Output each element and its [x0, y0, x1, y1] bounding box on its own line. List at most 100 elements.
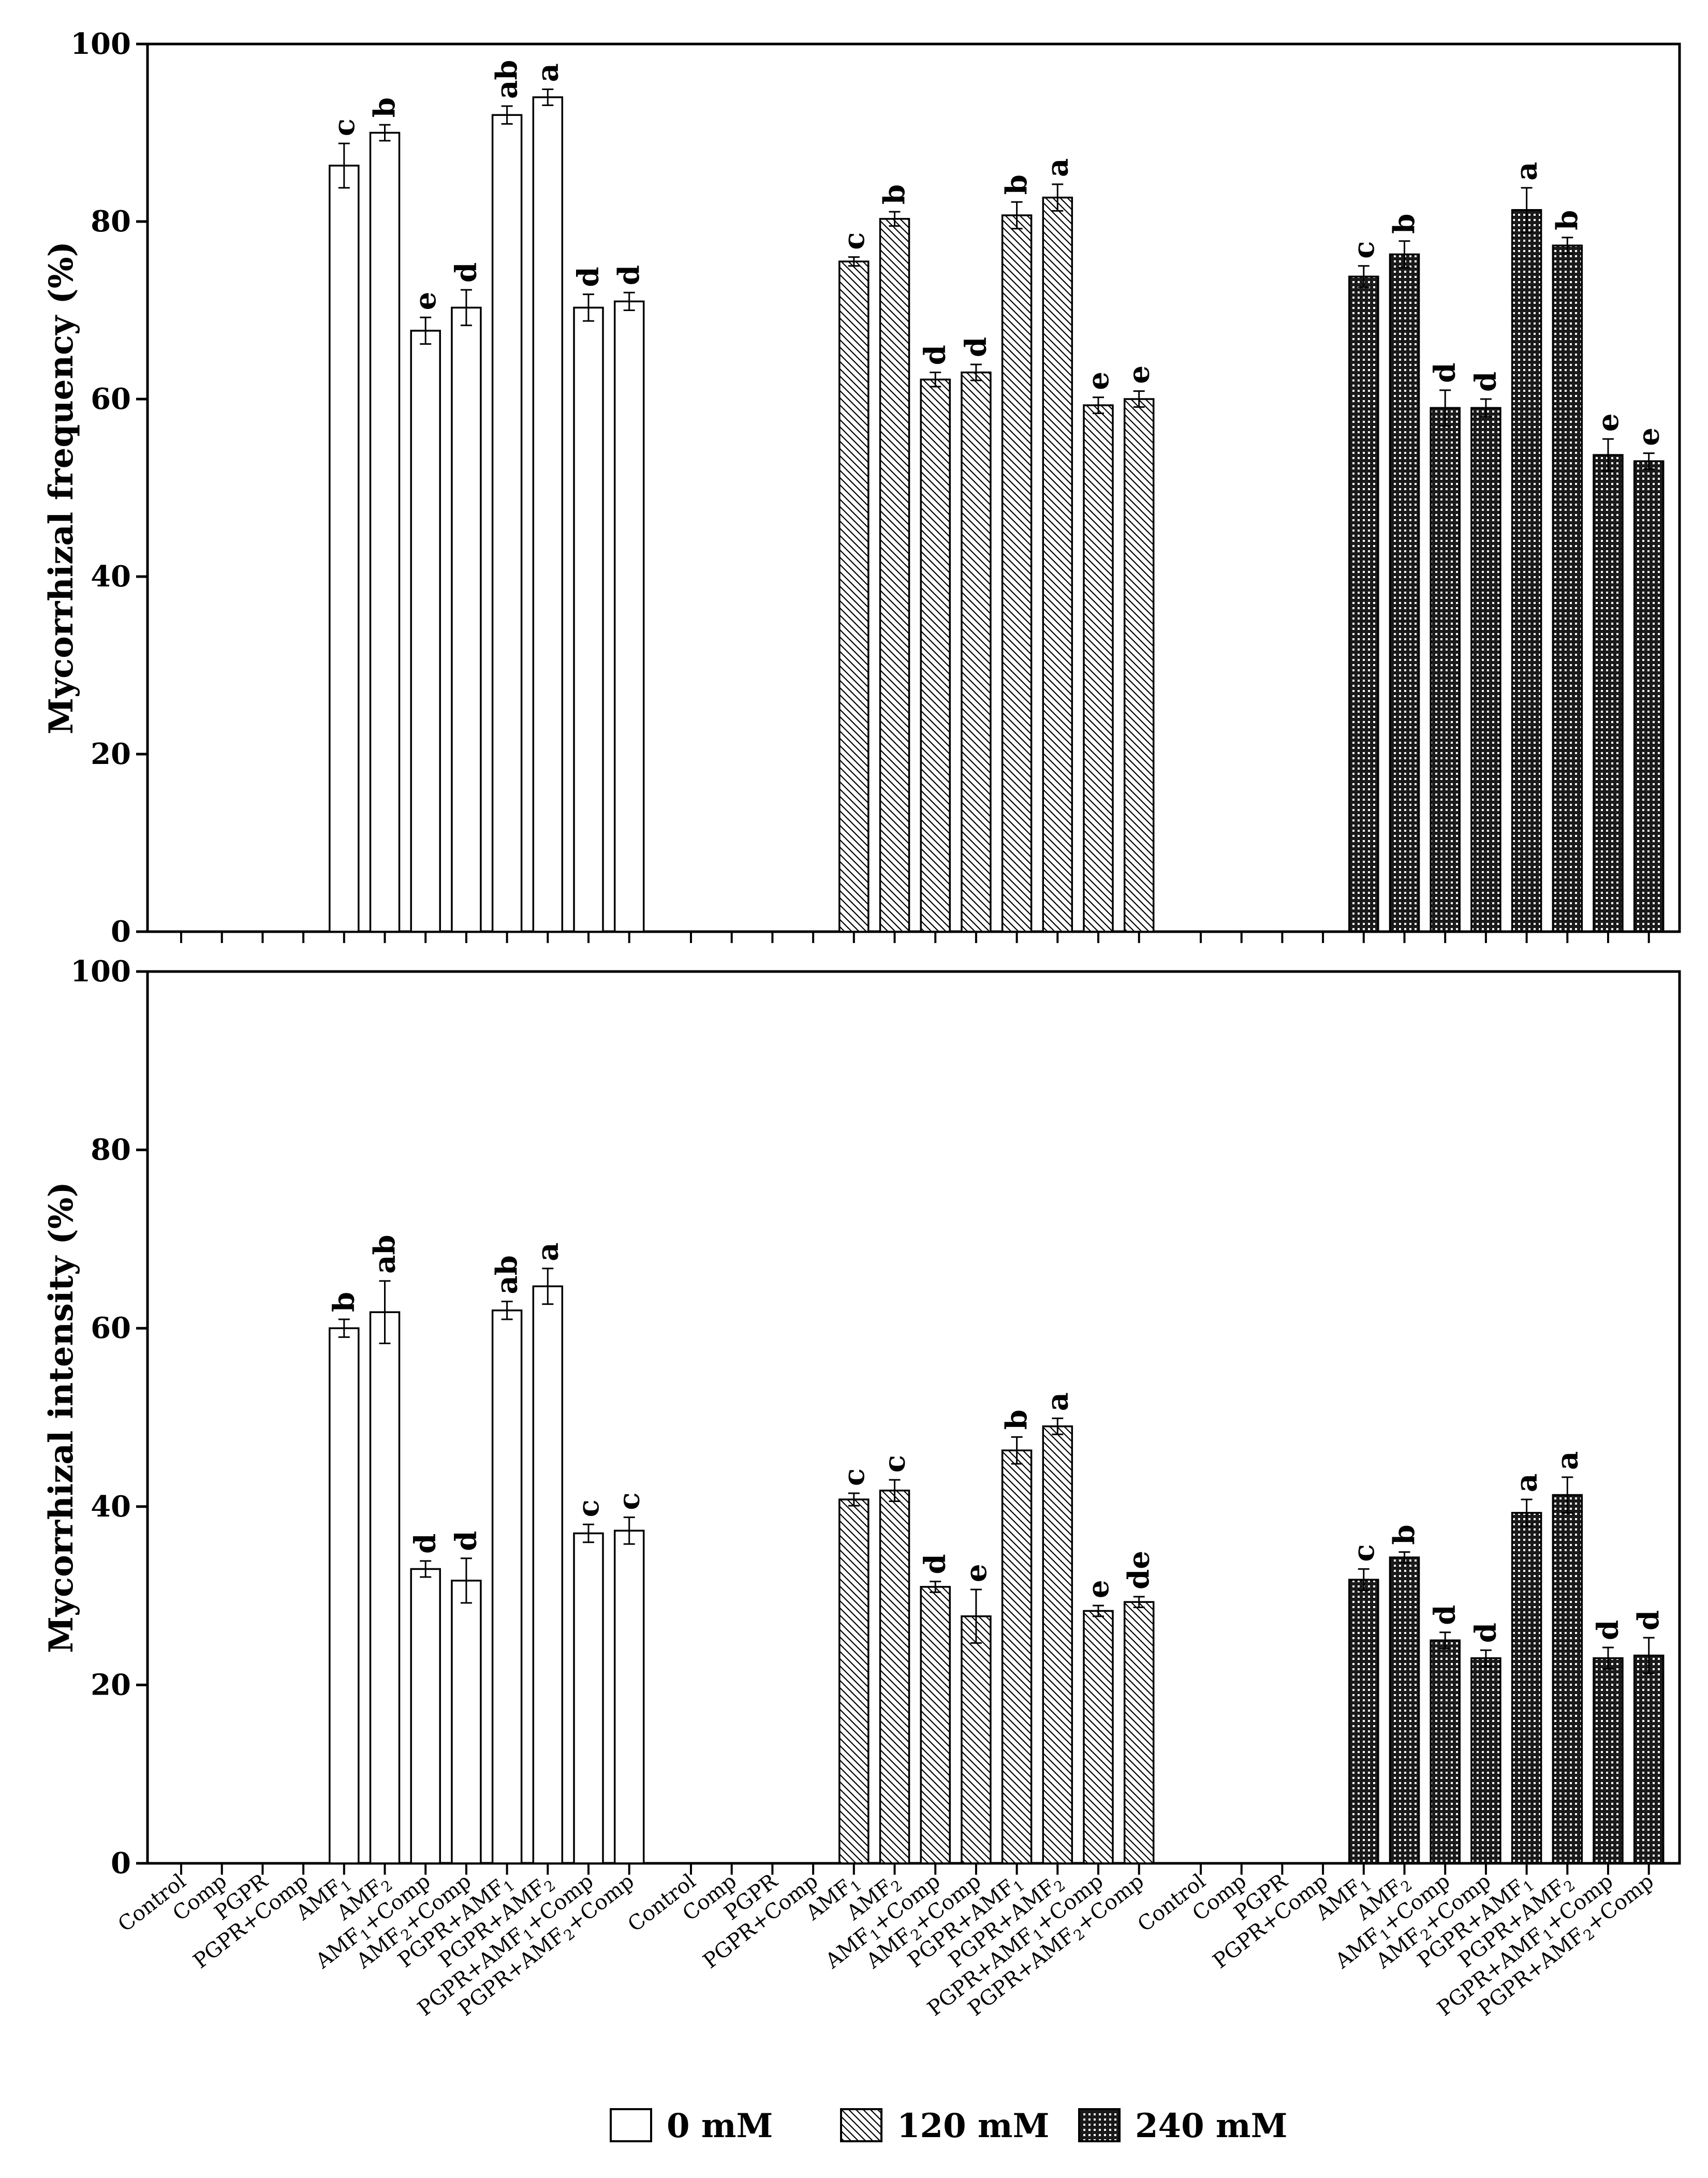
bar-frequency-open-9 — [532, 96, 564, 933]
bar-intensity-hatch-7 — [961, 1615, 992, 1864]
bar-intensity-hatch-6 — [920, 1586, 951, 1864]
significance-letter: d — [1428, 363, 1462, 383]
significance-letter: c — [837, 232, 871, 249]
significance-letter: c — [571, 1499, 606, 1517]
y-tick-label-frequency-80: 80 — [91, 204, 131, 239]
bar-frequency-grid-10 — [1593, 454, 1624, 933]
bar-intensity-open-6 — [410, 1568, 441, 1864]
plot-frame-frequency — [146, 42, 1681, 933]
significance-letter: b — [1388, 1525, 1422, 1545]
significance-letter: e — [1122, 365, 1156, 384]
legend-label-grid: 240 mM — [1135, 2107, 1287, 2145]
bar-intensity-grid-8 — [1511, 1512, 1542, 1864]
significance-letter: e — [1081, 372, 1115, 390]
bar-frequency-hatch-7 — [961, 371, 992, 933]
y-tick-label-intensity-20: 20 — [91, 1668, 131, 1702]
significance-letter: b — [368, 97, 402, 117]
y-axis-title-frequency: Mycorrhizal frequency (%) — [42, 241, 81, 734]
bar-intensity-hatch-8 — [1001, 1449, 1033, 1864]
y-tick-label-frequency-40: 40 — [91, 560, 131, 594]
bar-intensity-grid-9 — [1552, 1494, 1583, 1864]
bar-intensity-grid-11 — [1633, 1654, 1665, 1864]
significance-letter: c — [878, 1455, 912, 1473]
plot-frame-intensity — [146, 970, 1681, 1865]
bar-intensity-hatch-11 — [1123, 1601, 1155, 1864]
bar-frequency-hatch-4 — [838, 260, 870, 933]
y-tick-label-intensity-60: 60 — [91, 1311, 131, 1345]
significance-letter: b — [878, 184, 912, 204]
y-axis-title-intensity: Mycorrhizal intensity (%) — [42, 1182, 81, 1653]
bar-intensity-grid-5 — [1389, 1556, 1420, 1864]
bar-frequency-hatch-10 — [1083, 404, 1114, 933]
significance-letter: d — [571, 267, 606, 287]
significance-letter: b — [327, 1292, 361, 1312]
y-tick-label-frequency-100: 100 — [70, 27, 131, 61]
bar-intensity-hatch-4 — [838, 1498, 870, 1864]
bar-frequency-hatch-6 — [920, 378, 951, 933]
significance-letter: e — [408, 292, 443, 311]
bar-frequency-hatch-5 — [879, 218, 910, 933]
significance-letter: e — [959, 1564, 993, 1582]
significance-letter: d — [1469, 1623, 1503, 1643]
significance-letter: c — [1347, 241, 1381, 259]
significance-letter: a — [1510, 1474, 1544, 1492]
legend-label-hatch: 120 mM — [897, 2107, 1049, 2145]
y-tick-label-intensity-0: 0 — [111, 1846, 131, 1880]
significance-letter: a — [1040, 158, 1074, 177]
bar-frequency-open-6 — [410, 330, 441, 933]
significance-letter: a — [1550, 1451, 1584, 1470]
significance-letter: c — [327, 119, 361, 136]
bar-intensity-grid-4 — [1348, 1579, 1379, 1864]
bar-frequency-grid-9 — [1552, 244, 1583, 933]
significance-letter: b — [1000, 174, 1034, 195]
significance-letter: ab — [490, 1255, 524, 1294]
legend-label-open: 0 mM — [667, 2107, 773, 2145]
legend: 0 mM 120 mM 240 mM — [610, 2107, 1287, 2145]
significance-letter: d — [918, 1554, 952, 1574]
bar-frequency-hatch-8 — [1001, 214, 1033, 933]
bar-frequency-grid-6 — [1430, 407, 1461, 933]
bar-frequency-hatch-9 — [1042, 196, 1073, 933]
significance-letter: e — [1632, 428, 1666, 446]
significance-letter: d — [612, 265, 646, 285]
bar-intensity-open-4 — [329, 1327, 360, 1864]
significance-letter: d — [449, 262, 483, 283]
significance-letter: e — [1081, 1580, 1115, 1598]
significance-letter: d — [1428, 1605, 1462, 1625]
bar-frequency-open-4 — [329, 165, 360, 933]
bar-intensity-grid-7 — [1470, 1657, 1501, 1864]
bar-frequency-grid-11 — [1633, 460, 1665, 933]
bar-frequency-grid-4 — [1348, 275, 1379, 933]
bar-intensity-open-7 — [451, 1580, 482, 1864]
significance-letter: a — [1040, 1392, 1074, 1411]
significance-letter: d — [959, 337, 993, 357]
significance-letter: ab — [368, 1234, 402, 1273]
significance-letter: d — [918, 345, 952, 365]
significance-letter: e — [1591, 414, 1625, 432]
bar-frequency-open-8 — [491, 114, 523, 933]
y-tick-label-frequency-60: 60 — [91, 382, 131, 416]
y-tick-label-intensity-40: 40 — [91, 1490, 131, 1524]
significance-letter: d — [408, 1534, 443, 1554]
y-tick-label-frequency-0: 0 — [111, 915, 131, 949]
bar-frequency-open-11 — [613, 300, 645, 933]
legend-swatch-open — [610, 2108, 652, 2142]
significance-letter: b — [1000, 1409, 1034, 1430]
significance-letter: d — [1591, 1620, 1625, 1640]
bar-intensity-hatch-5 — [879, 1490, 910, 1864]
y-tick-label-frequency-20: 20 — [91, 737, 131, 771]
significance-letter: c — [837, 1468, 871, 1486]
bars-layer — [329, 88, 1665, 1864]
bar-intensity-hatch-10 — [1083, 1610, 1114, 1864]
bar-intensity-grid-6 — [1430, 1639, 1461, 1864]
bar-frequency-open-5 — [369, 131, 401, 933]
significance-letter: a — [531, 63, 565, 82]
bar-intensity-hatch-9 — [1042, 1425, 1073, 1864]
axes-layer: 0 20 40 60 80 100 Mycorrhizal frequency (%) 0 20… — [42, 27, 1681, 1880]
bar-intensity-open-9 — [532, 1285, 564, 1864]
bar-intensity-open-8 — [491, 1309, 523, 1864]
significance-letter: d — [1632, 1610, 1666, 1630]
y-tick-label-intensity-80: 80 — [91, 1133, 131, 1167]
